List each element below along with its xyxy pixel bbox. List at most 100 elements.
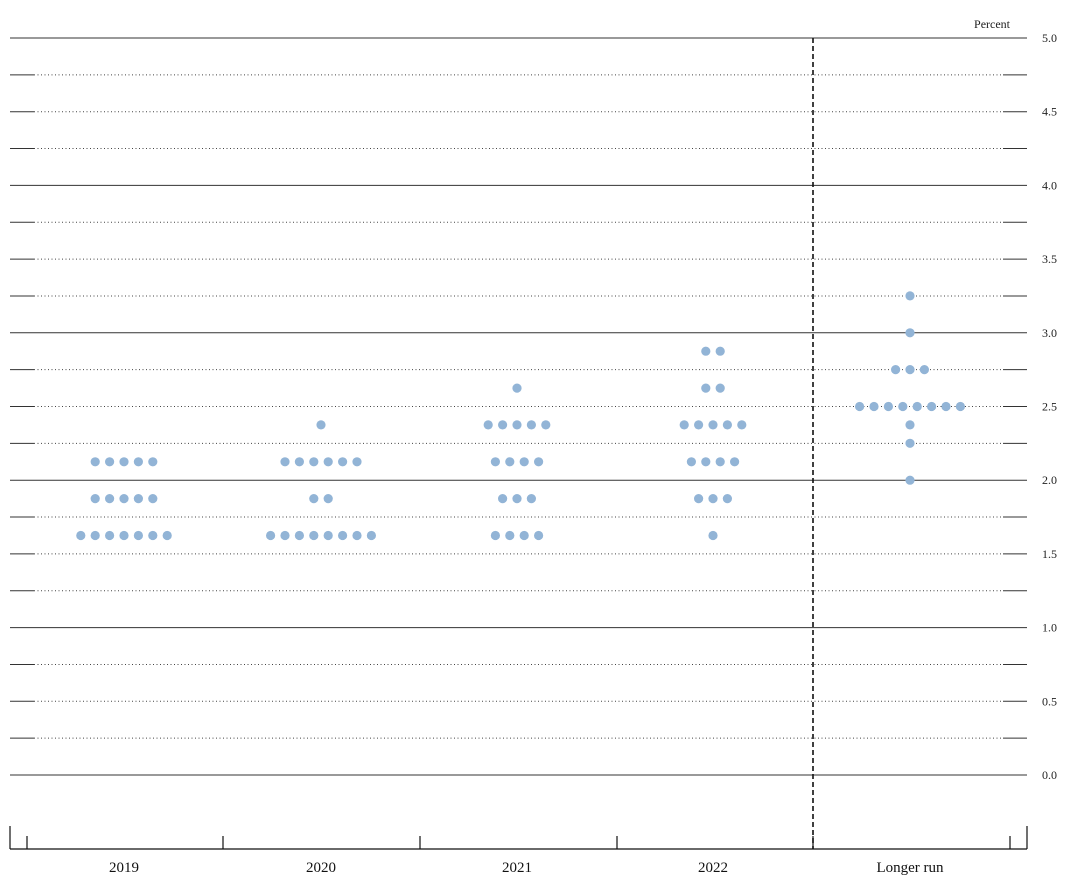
y-tick-label: 4.0 [1042,178,1057,192]
data-point [352,457,362,467]
data-point [119,494,129,504]
data-point [309,530,319,541]
data-point [715,346,725,356]
y-tick-label: 5.0 [1042,31,1057,45]
data-point [715,457,725,467]
x-category-label: 2021 [502,860,532,876]
data-point [505,530,515,541]
data-point [133,530,143,541]
data-point [722,420,733,430]
data-point [338,530,348,541]
data-point [526,494,537,504]
data-point [366,530,376,541]
data-point [869,401,879,412]
x-category-label: 2022 [698,860,728,876]
data-point [715,383,725,393]
data-point [708,494,718,504]
data-point [534,530,544,541]
data-point [694,420,704,430]
data-point [905,438,915,448]
data-point [338,457,348,467]
data-point [526,420,537,430]
data-point [927,401,937,412]
data-point [708,420,718,430]
data-point [905,291,915,301]
data-point [294,530,304,541]
data-point [905,420,915,430]
data-point [701,383,711,393]
data-point [280,530,290,541]
data-point [148,457,158,467]
y-tick-label: 2.5 [1042,400,1057,414]
data-point [891,365,901,375]
data-point [105,530,115,541]
data-point [919,365,930,375]
y-tick-label: 3.0 [1042,326,1057,340]
data-point [701,346,711,356]
data-point [309,457,319,467]
data-point [534,457,544,467]
y-tick-label: 4.5 [1042,105,1057,119]
x-category-label: Longer run [876,860,944,876]
x-category-label: 2019 [109,860,139,876]
data-point [119,457,129,467]
data-point [133,457,143,467]
data-point [694,494,704,504]
data-point [679,420,689,430]
data-point [76,530,86,541]
data-point [309,494,319,504]
data-point [686,457,697,467]
data-point [519,457,529,467]
dots [76,291,966,541]
data-point [323,530,333,541]
data-point [90,494,100,504]
data-point [133,494,143,504]
data-point [512,420,522,430]
data-point [105,457,115,467]
data-point [905,365,915,375]
data-point [898,401,908,412]
data-point [955,401,966,412]
data-point [323,457,333,467]
data-point [730,457,740,467]
gridlines [10,37,1027,776]
data-point [912,401,922,412]
y-tick-label: 3.5 [1042,252,1057,266]
y-tick-label: 1.5 [1042,547,1057,561]
data-point [498,420,508,430]
y-tick-label: 0.0 [1042,768,1057,782]
data-point [323,494,333,504]
data-point [512,494,522,504]
y-tick-label: 0.5 [1042,694,1057,708]
data-point [266,530,276,541]
data-point [483,420,493,430]
data-point [498,494,508,504]
y-tick-label: 2.0 [1042,473,1057,487]
data-point [905,475,915,485]
data-point [316,420,326,430]
data-point [708,530,718,541]
data-point [883,401,894,412]
data-point [90,457,100,467]
data-point [105,494,115,504]
data-point [148,494,158,504]
data-point [905,328,915,338]
data-point [519,530,529,541]
data-point [855,401,865,412]
data-point [90,530,100,541]
data-point [941,401,951,412]
data-point [490,457,500,467]
data-point [541,420,551,430]
data-point [352,530,362,541]
data-point [505,457,515,467]
y-tick-label: 1.0 [1042,621,1057,635]
data-point [119,530,129,541]
x-category-label: 2020 [306,860,336,876]
data-point [737,420,747,430]
y-axis-unit-label: Percent [974,17,1011,31]
axes: 0.0 0.5 1.0 1.5 2.0 2.5 3.0 3.5 4.0 4.5 5.0 2019 202… [9,31,1057,876]
data-point [701,457,711,467]
data-point [280,457,290,467]
data-point [490,530,500,541]
